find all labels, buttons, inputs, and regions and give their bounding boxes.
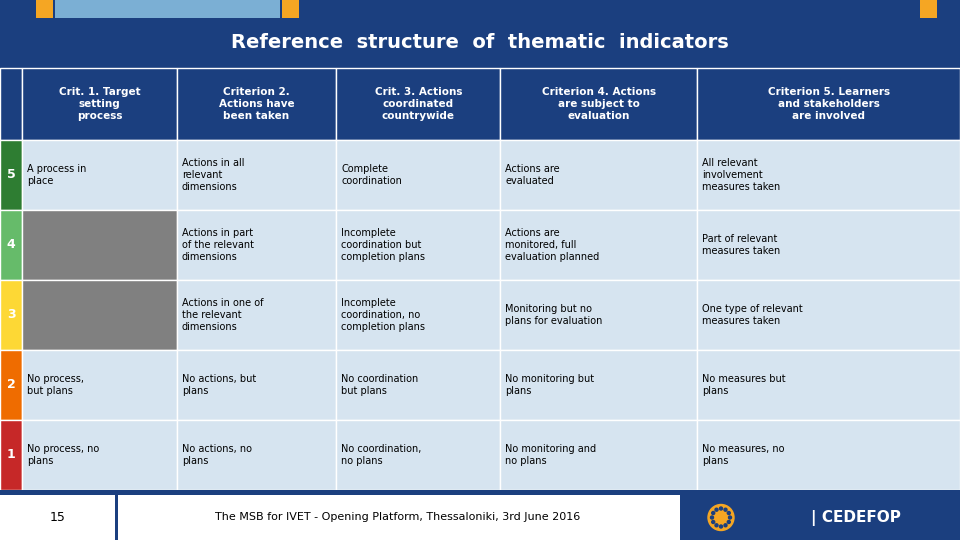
Bar — [55, 0, 280, 18]
Text: Reference  structure  of  thematic  indicators: Reference structure of thematic indicato… — [231, 33, 729, 52]
Circle shape — [708, 504, 734, 530]
Bar — [336, 210, 500, 280]
Text: One type of relevant
measures taken: One type of relevant measures taken — [703, 304, 804, 326]
Circle shape — [729, 516, 732, 519]
Bar — [336, 140, 500, 210]
Bar — [22, 68, 177, 140]
Text: No coordination,
no plans: No coordination, no plans — [341, 444, 421, 466]
Bar — [697, 280, 960, 350]
Circle shape — [715, 524, 718, 527]
Bar — [697, 140, 960, 210]
Bar — [177, 68, 336, 140]
Text: Actions are
monitored, full
evaluation planned: Actions are monitored, full evaluation p… — [505, 227, 600, 262]
Bar — [0, 0, 960, 18]
Bar — [22, 420, 177, 490]
Bar — [500, 140, 697, 210]
Circle shape — [715, 508, 718, 511]
Text: Criterion 4. Actions
are subject to
evaluation: Criterion 4. Actions are subject to eval… — [541, 86, 656, 122]
Bar — [500, 280, 697, 350]
Bar — [22, 350, 177, 420]
Bar — [177, 210, 336, 280]
Text: 2: 2 — [7, 379, 15, 392]
Bar — [0, 420, 22, 490]
Bar — [0, 18, 960, 68]
Text: Monitoring but no
plans for evaluation: Monitoring but no plans for evaluation — [505, 304, 603, 326]
Text: No measures, no
plans: No measures, no plans — [703, 444, 785, 466]
Text: 5: 5 — [7, 168, 15, 181]
Bar — [697, 420, 960, 490]
Text: No process,
but plans: No process, but plans — [27, 374, 84, 396]
Circle shape — [711, 521, 714, 523]
Bar — [115, 495, 118, 540]
Bar — [36, 0, 53, 18]
Bar — [500, 420, 697, 490]
Text: No actions, but
plans: No actions, but plans — [181, 374, 256, 396]
Text: Criterion 2.
Actions have
been taken: Criterion 2. Actions have been taken — [219, 86, 295, 122]
Bar — [500, 210, 697, 280]
Text: No coordination
but plans: No coordination but plans — [341, 374, 419, 396]
Circle shape — [710, 516, 713, 519]
Text: 4: 4 — [7, 239, 15, 252]
Bar — [0, 350, 22, 420]
Circle shape — [728, 521, 731, 523]
Bar — [683, 495, 960, 540]
Text: Part of relevant
measures taken: Part of relevant measures taken — [703, 234, 780, 256]
Bar — [697, 350, 960, 420]
Circle shape — [724, 508, 727, 511]
Text: No monitoring and
no plans: No monitoring and no plans — [505, 444, 596, 466]
Circle shape — [719, 507, 723, 510]
Bar — [0, 490, 960, 495]
Bar — [0, 210, 22, 280]
Bar — [336, 280, 500, 350]
Circle shape — [728, 511, 731, 515]
Text: Crit. 3. Actions
coordinated
countrywide: Crit. 3. Actions coordinated countrywide — [374, 86, 462, 122]
Bar — [177, 420, 336, 490]
Text: Criterion 5. Learners
and stakeholders
are involved: Criterion 5. Learners and stakeholders a… — [768, 86, 890, 122]
Bar — [177, 140, 336, 210]
Bar — [500, 350, 697, 420]
Text: 15: 15 — [50, 511, 65, 524]
Bar — [22, 140, 177, 210]
Bar — [920, 0, 937, 18]
Text: Actions in all
relevant
dimensions: Actions in all relevant dimensions — [181, 158, 244, 192]
Text: No monitoring but
plans: No monitoring but plans — [505, 374, 594, 396]
Text: The MSB for IVET - Opening Platform, Thessaloniki, 3rd June 2016: The MSB for IVET - Opening Platform, The… — [215, 512, 580, 523]
Circle shape — [724, 524, 727, 527]
Circle shape — [719, 525, 723, 528]
Text: | CEDEFOP: | CEDEFOP — [810, 510, 900, 525]
Bar — [0, 490, 960, 540]
Text: Complete
coordination: Complete coordination — [341, 164, 402, 186]
Bar — [0, 68, 22, 140]
Text: No process, no
plans: No process, no plans — [27, 444, 99, 466]
Text: 3: 3 — [7, 308, 15, 321]
Text: Actions are
evaluated: Actions are evaluated — [505, 164, 560, 186]
Bar — [22, 210, 177, 280]
Text: Actions in one of
the relevant
dimensions: Actions in one of the relevant dimension… — [181, 298, 263, 333]
Text: Actions in part
of the relevant
dimensions: Actions in part of the relevant dimensio… — [181, 227, 253, 262]
Text: Crit. 1. Target
setting
process: Crit. 1. Target setting process — [59, 86, 140, 122]
Bar — [500, 68, 697, 140]
Circle shape — [707, 503, 735, 531]
Bar — [697, 68, 960, 140]
Bar — [177, 350, 336, 420]
Bar — [336, 68, 500, 140]
Bar — [336, 420, 500, 490]
Bar — [282, 0, 299, 18]
Bar — [0, 140, 22, 210]
Text: All relevant
involvement
measures taken: All relevant involvement measures taken — [703, 158, 780, 192]
Text: A process in
place: A process in place — [27, 164, 86, 186]
Text: 1: 1 — [7, 449, 15, 462]
Bar — [22, 280, 177, 350]
Bar — [680, 495, 683, 540]
Text: No actions, no
plans: No actions, no plans — [181, 444, 252, 466]
Text: Incomplete
coordination, no
completion plans: Incomplete coordination, no completion p… — [341, 298, 425, 333]
Circle shape — [711, 511, 714, 515]
Bar — [697, 210, 960, 280]
Bar — [177, 280, 336, 350]
Bar — [336, 350, 500, 420]
Text: No measures but
plans: No measures but plans — [703, 374, 786, 396]
Bar — [0, 280, 22, 350]
Text: Incomplete
coordination but
completion plans: Incomplete coordination but completion p… — [341, 227, 425, 262]
